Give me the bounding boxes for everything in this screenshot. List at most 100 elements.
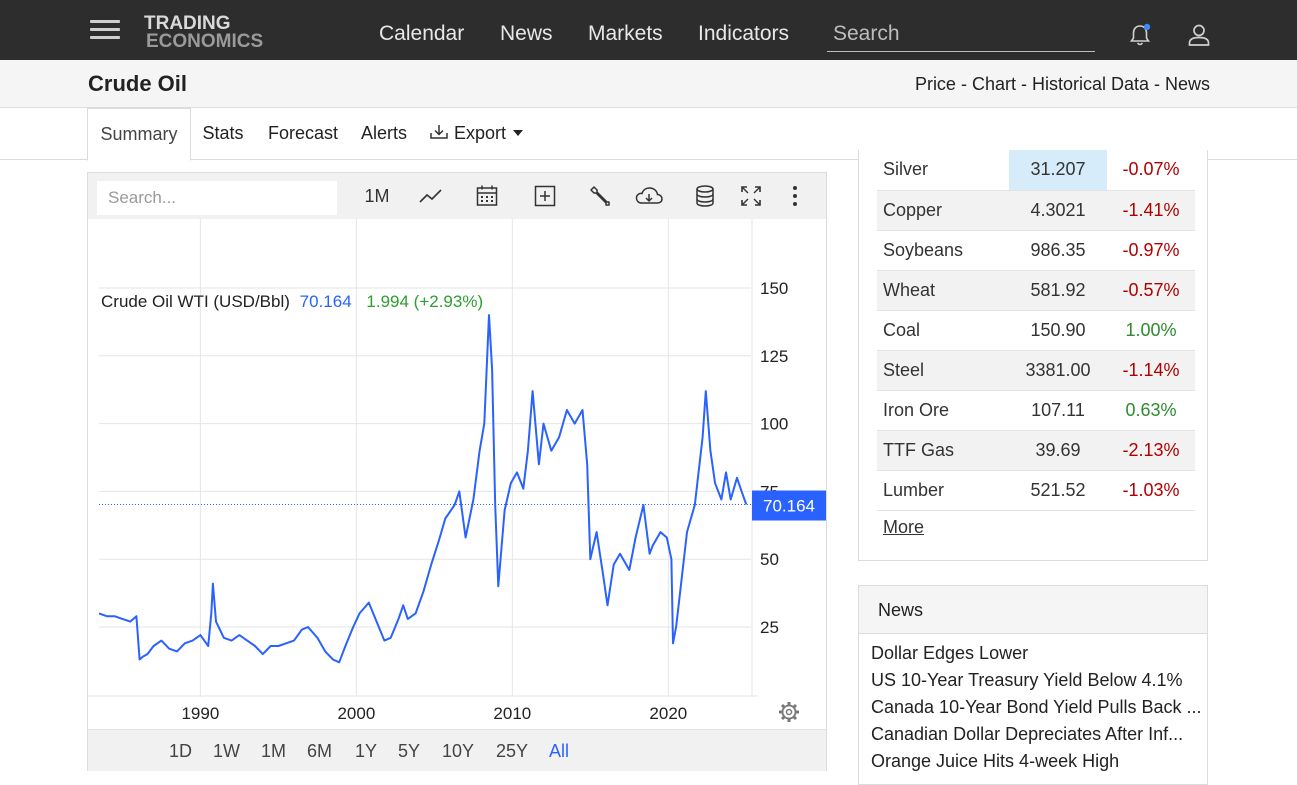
menu-icon[interactable] <box>90 18 120 42</box>
top-navbar: TRADING ECONOMICS Calendar News Markets … <box>0 0 1297 60</box>
nav-link-indicators[interactable]: Indicators <box>698 22 790 45</box>
news-panel: News Dollar Edges Lower US 10-Year Treas… <box>858 585 1208 785</box>
chart-legend: Crude Oil WTI (USD/Bbl) 70.164 1.994 (+2… <box>101 292 483 311</box>
cloud-download-icon[interactable] <box>632 181 666 211</box>
commodity-name[interactable]: Iron Ore <box>883 399 950 420</box>
tab-alerts[interactable]: Alerts <box>360 123 407 143</box>
nav-link-calendar[interactable]: Calendar <box>379 22 465 45</box>
commodity-name[interactable]: Coal <box>883 319 921 340</box>
interval-button[interactable]: 1M <box>364 185 390 206</box>
commodity-name[interactable]: Silver <box>883 159 929 180</box>
last-value-badge <box>752 490 826 521</box>
fullscreen-icon[interactable] <box>736 181 766 211</box>
range-selector: 1D 1W 1M 6M 1Y 5Y 10Y 25Y All <box>88 729 826 771</box>
breadcrumb[interactable]: Price - Chart - Historical Data - News <box>914 74 1210 94</box>
nav-link-news[interactable]: News <box>500 22 553 45</box>
x-tick-label: 2010 <box>493 704 531 723</box>
wrench-icon[interactable] <box>585 181 615 211</box>
commodity-price: 39.69 <box>1035 439 1081 460</box>
commodity-price: 107.11 <box>1031 399 1085 420</box>
commodity-name[interactable]: Wheat <box>883 279 936 300</box>
news-item[interactable]: Canadian Dollar Depreciates After Inf... <box>871 724 1184 744</box>
commodity-price: 581.92 <box>1030 279 1086 300</box>
x-tick-label: 1990 <box>181 704 219 723</box>
y-tick-label: 25 <box>760 618 779 637</box>
commodity-name[interactable]: Lumber <box>883 479 945 500</box>
commodity-row[interactable]: Copper 4.3021 -1.41% <box>877 190 1195 230</box>
more-vert-icon[interactable] <box>782 181 808 211</box>
commodity-name[interactable]: TTF Gas <box>883 439 954 460</box>
tab-export[interactable]: Export <box>428 108 524 160</box>
commodity-change: -0.97% <box>1122 239 1180 260</box>
chart-change: 1.994 (+2.93%) <box>366 292 483 311</box>
range-5y[interactable]: 5Y <box>398 741 421 761</box>
commodity-row[interactable]: TTF Gas 39.69 -2.13% <box>877 430 1195 470</box>
last-value-label: 70.164 <box>763 497 815 516</box>
range-1y[interactable]: 1Y <box>355 741 378 761</box>
commodity-row[interactable]: Silver 31.207 -0.07% <box>877 150 1195 190</box>
commodity-price: 986.35 <box>1030 239 1086 260</box>
commodity-name[interactable]: Steel <box>883 359 925 380</box>
commodity-row[interactable]: Lumber 521.52 -1.03% <box>877 470 1195 510</box>
commodities-panel: Silver 31.207 -0.07% Copper 4.3021 -1.41% Soyb… <box>858 150 1208 561</box>
commodity-price: 150.90 <box>1030 319 1086 340</box>
news-header: News <box>859 586 1207 634</box>
caret-down-icon <box>513 129 524 136</box>
calendar-icon[interactable] <box>472 181 502 211</box>
news-item[interactable]: Dollar Edges Lower <box>871 643 1029 663</box>
download-icon <box>430 125 448 139</box>
price-chart[interactable]: 2550751001251501990200020102020 Crude Oi… <box>88 219 826 729</box>
page-title: Crude Oil <box>88 71 188 96</box>
commodity-change: -1.03% <box>1122 479 1180 500</box>
commodities-table: Silver 31.207 -0.07% Copper 4.3021 -1.41% Soyb… <box>877 150 1195 511</box>
page-header: Crude Oil Price - Chart - Historical Dat… <box>0 60 1297 108</box>
range-1d[interactable]: 1D <box>169 741 193 761</box>
commodity-row[interactable]: Wheat 581.92 -0.57% <box>877 270 1195 310</box>
range-25y[interactable]: 25Y <box>496 741 529 761</box>
news-item[interactable]: US 10-Year Treasury Yield Below 4.1% <box>871 670 1183 690</box>
line-chart-icon[interactable] <box>416 181 446 211</box>
commodity-change: 1.00% <box>1125 319 1177 340</box>
chart-search-input[interactable] <box>97 181 337 215</box>
chart-grid <box>99 219 751 697</box>
commodity-row[interactable]: Soybeans 986.35 -0.97% <box>877 230 1195 270</box>
logo-bottom-text: ECONOMICS <box>146 31 264 52</box>
nav-link-markets[interactable]: Markets <box>588 22 663 45</box>
last-value-marker: 70.164 <box>99 490 826 521</box>
chart-last-price: 70.164 <box>300 292 352 311</box>
x-tick-label: 2020 <box>649 704 687 723</box>
range-10y[interactable]: 10Y <box>442 741 475 761</box>
news-item[interactable]: Canada 10-Year Bond Yield Pulls Back ... <box>871 697 1202 717</box>
news-item[interactable]: Orange Juice Hits 4-week High <box>871 751 1120 771</box>
search-input[interactable] <box>827 16 1095 52</box>
tab-summary[interactable]: Summary <box>87 108 191 161</box>
commodity-name[interactable]: Copper <box>883 199 943 220</box>
range-1w[interactable]: 1W <box>213 741 240 761</box>
range-all[interactable]: All <box>549 741 570 761</box>
range-1m[interactable]: 1M <box>261 741 287 761</box>
add-box-icon[interactable] <box>530 181 560 211</box>
commodity-row[interactable]: Iron Ore 107.11 0.63% <box>877 390 1195 430</box>
tab-stats[interactable]: Stats <box>202 123 244 143</box>
commodity-change: -0.07% <box>1122 159 1180 180</box>
commodity-name[interactable]: Soybeans <box>883 239 964 260</box>
chart-axis: 2550751001251501990200020102020 <box>88 219 788 723</box>
logo[interactable]: TRADING ECONOMICS <box>144 14 289 52</box>
more-link[interactable]: More <box>883 517 925 537</box>
tab-forecast[interactable]: Forecast <box>267 123 339 143</box>
y-tick-label: 50 <box>760 550 779 569</box>
commodity-row[interactable]: Steel 3381.00 -1.14% <box>877 350 1195 390</box>
range-6m[interactable]: 6M <box>307 741 333 761</box>
commodity-price: 31.207 <box>1009 150 1107 190</box>
commodity-change: -1.41% <box>1122 199 1180 220</box>
y-tick-label: 150 <box>760 279 788 298</box>
database-icon[interactable] <box>690 181 720 211</box>
settings-icon[interactable] <box>779 702 799 722</box>
chart-panel: 1M 2550751001251501990200020102020 <box>87 172 827 771</box>
bell-icon[interactable] <box>1127 22 1153 48</box>
commodity-row[interactable]: Coal 150.90 1.00% <box>877 310 1195 350</box>
user-icon[interactable] <box>1186 22 1212 48</box>
chart-toolbar: 1M <box>88 173 826 219</box>
commodity-change: -1.14% <box>1122 359 1180 380</box>
commodity-price: 4.3021 <box>1030 199 1086 220</box>
